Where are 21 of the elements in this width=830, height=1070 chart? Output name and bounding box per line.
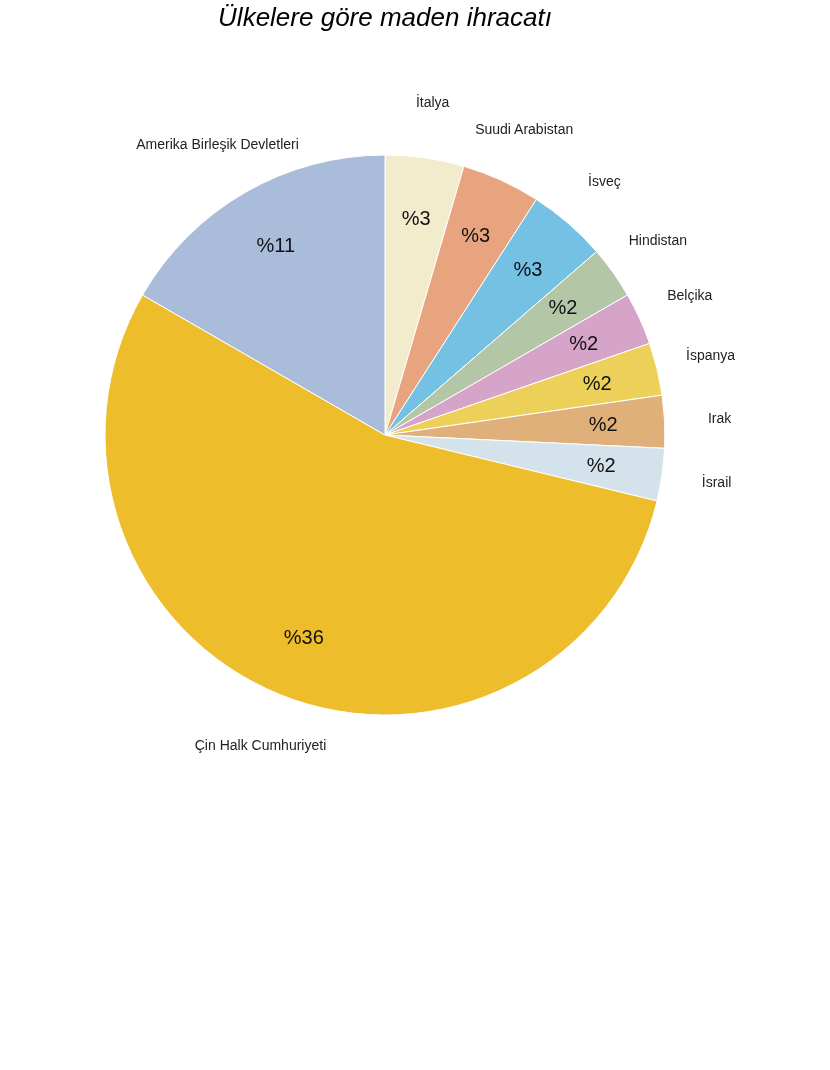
data-label: %11 [256,233,296,256]
data-label: %2 [548,296,578,319]
slice-label: İsrail [701,472,732,490]
data-label: %2 [569,332,599,355]
slice-label: Belçika [667,286,713,303]
data-label: %3 [461,224,491,247]
slice-label: Çin Halk Cumhuriyeti [194,737,327,753]
slice-label: Hindistan [628,231,688,248]
slice-label: Irak [707,410,733,427]
data-label: %3 [513,257,543,280]
slice-label: Suudi Arabistan [475,121,574,138]
slice-label: İtalya [415,93,450,111]
data-label: %2 [588,412,618,435]
data-label: %2 [582,371,612,394]
slice-label: İspanya [686,346,736,364]
data-label: %36 [283,625,324,648]
chart-title: Ülkelere göre maden ihracatı [218,2,552,32]
data-label: %2 [586,454,616,477]
data-label: %3 [401,206,431,229]
slice-label: İsveç [588,171,621,189]
slice-label: Amerika Birleşik Devletleri [136,135,299,152]
